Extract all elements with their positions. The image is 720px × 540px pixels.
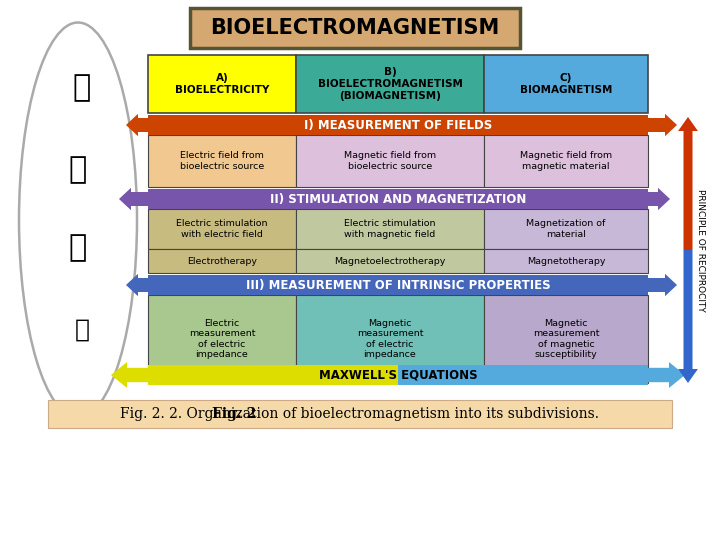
Text: Magnetic field from
bioelectric source: Magnetic field from bioelectric source [344, 151, 436, 171]
FancyArrow shape [111, 362, 149, 388]
Bar [190, 8, 520, 48]
Text: I) MEASUREMENT OF FIELDS: I) MEASUREMENT OF FIELDS [304, 118, 492, 132]
FancyArrow shape [647, 362, 685, 388]
Bar [484, 135, 648, 187]
Text: 🫁: 🫁 [69, 233, 87, 262]
Bar [148, 189, 648, 209]
FancyArrow shape [126, 114, 148, 136]
FancyArrow shape [126, 274, 148, 296]
Text: PRINCIPLE OF RECIPROCITY: PRINCIPLE OF RECIPROCITY [696, 188, 706, 312]
Text: Magnetic
measurement
of magnetic
susceptibility: Magnetic measurement of magnetic suscept… [533, 319, 599, 359]
Bar [148, 55, 296, 113]
Text: BIOELECTROMAGNETISM: BIOELECTROMAGNETISM [210, 18, 500, 38]
Bar [296, 135, 484, 187]
Bar [296, 55, 484, 113]
Text: 🧠: 🧠 [73, 73, 91, 103]
Bar [398, 365, 648, 385]
Text: Electric field from
bioelectric source: Electric field from bioelectric source [180, 151, 264, 171]
Bar [296, 209, 484, 249]
Bar [484, 295, 648, 383]
Bar [48, 400, 672, 428]
Text: Fig. 2: Fig. 2 [212, 407, 256, 421]
Text: Electric stimulation
with magnetic field: Electric stimulation with magnetic field [344, 219, 436, 239]
Text: B)
BIOELECTROMAGNETISM
(BIOMAGNETISM): B) BIOELECTROMAGNETISM (BIOMAGNETISM) [318, 68, 462, 100]
Text: 💪: 💪 [74, 318, 89, 342]
Text: Magnetoelectrotherapy: Magnetoelectrotherapy [334, 256, 446, 266]
Text: Magnetic field from
magnetic material: Magnetic field from magnetic material [520, 151, 612, 171]
Text: Magnetic
measurement
of electric
impedance: Magnetic measurement of electric impedan… [356, 319, 423, 359]
Bar [148, 115, 648, 135]
Text: Electric
measurement
of electric
impedance: Electric measurement of electric impedan… [189, 319, 256, 359]
FancyArrow shape [119, 188, 149, 210]
Text: Magnetotherapy: Magnetotherapy [527, 256, 606, 266]
Text: Electrotherapy: Electrotherapy [187, 256, 257, 266]
Bar [296, 249, 484, 273]
Text: A)
BIOELECTRICITY: A) BIOELECTRICITY [175, 73, 269, 95]
FancyArrow shape [678, 250, 698, 383]
Bar [484, 209, 648, 249]
Bar [148, 135, 296, 187]
FancyArrow shape [648, 188, 670, 210]
FancyArrow shape [647, 114, 677, 136]
Text: MAXWELL'S EQUATIONS: MAXWELL'S EQUATIONS [319, 368, 477, 381]
Text: II) STIMULATION AND MAGNETIZATION: II) STIMULATION AND MAGNETIZATION [270, 192, 526, 206]
Bar [484, 249, 648, 273]
Text: C)
BIOMAGNETISM: C) BIOMAGNETISM [520, 73, 612, 95]
Text: Fig. 2. 2. Organization of bioelectromagnetism into its subdivisions.: Fig. 2. 2. Organization of bioelectromag… [120, 407, 600, 421]
Bar [148, 249, 296, 273]
Bar [296, 295, 484, 383]
Text: Magnetization of
material: Magnetization of material [526, 219, 606, 239]
Text: III) MEASUREMENT OF INTRINSIC PROPERTIES: III) MEASUREMENT OF INTRINSIC PROPERTIES [246, 279, 550, 292]
Bar [484, 55, 648, 113]
Bar [148, 209, 296, 249]
Text: Electric stimulation
with electric field: Electric stimulation with electric field [176, 219, 268, 239]
Bar [148, 365, 398, 385]
FancyArrow shape [647, 274, 677, 296]
Bar [148, 275, 648, 295]
Text: 🫀: 🫀 [69, 156, 87, 185]
Bar [148, 295, 296, 383]
FancyArrow shape [678, 117, 698, 250]
